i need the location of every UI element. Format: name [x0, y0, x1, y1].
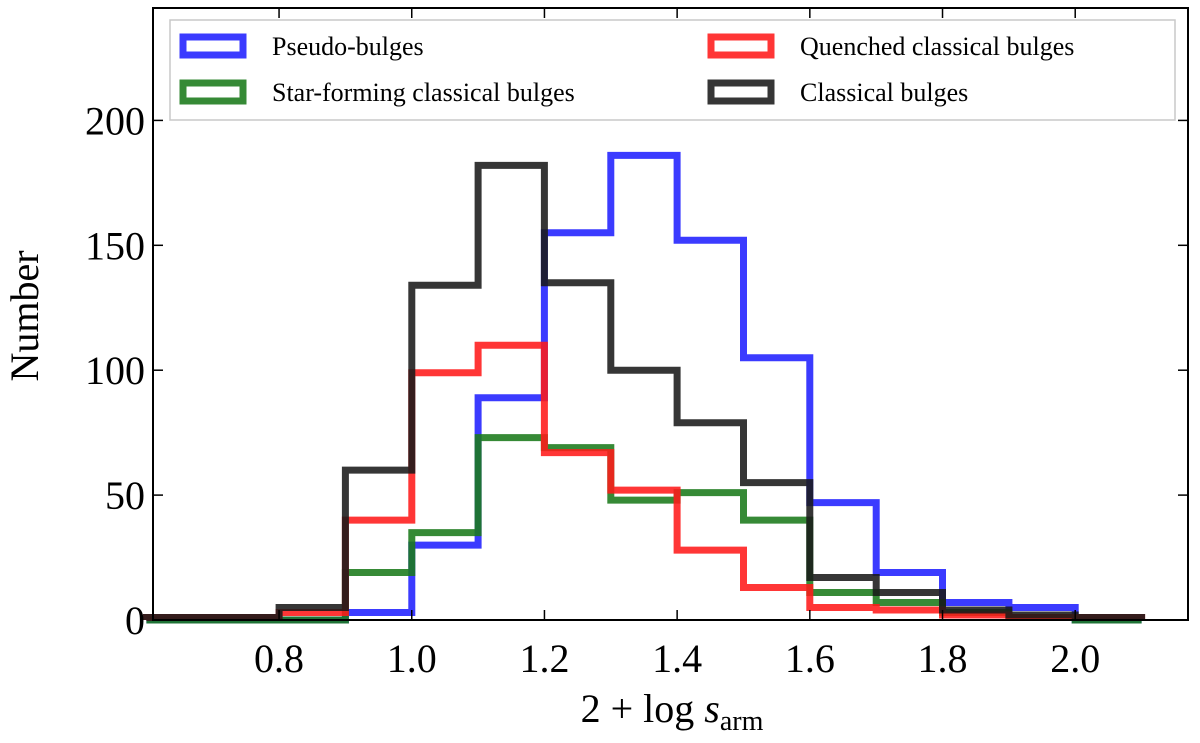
- x-axis-label: 2 + log sarm: [581, 686, 764, 737]
- legend-box: [169, 19, 1176, 121]
- legend-swatch-pseudo-bulges: [179, 33, 247, 59]
- x-axis-label-prefix: 2 + log: [581, 686, 705, 731]
- y-tick-label: 200: [85, 98, 145, 143]
- legend-swatch-classical: [707, 79, 775, 105]
- ticks-layer: 0.8 1.0 1.2 1.4 1.6 1.8 2.0 0 50 100 150 200: [85, 8, 1188, 681]
- x-tick-label: 1.8: [918, 636, 968, 681]
- y-tick-label: 150: [85, 223, 145, 268]
- x-tick-label: 1.0: [387, 636, 437, 681]
- legend-label-classical: Classical bulges: [800, 78, 968, 107]
- x-tick-label: 1.4: [652, 636, 702, 681]
- series-layer: [142, 151, 1146, 624]
- y-tick-label: 0: [125, 598, 145, 643]
- legend-swatch-quenched: [707, 33, 775, 59]
- x-axis-label-sub: arm: [720, 706, 764, 737]
- legend-label-pseudo-bulges: Pseudo-bulges: [272, 32, 424, 61]
- x-tick-label: 2.0: [1050, 636, 1100, 681]
- y-axis-label: Number: [2, 250, 47, 381]
- plot-frame: [152, 7, 1189, 621]
- y-tick-label: 50: [105, 473, 145, 518]
- series-classical-bulges: [142, 161, 1146, 621]
- x-tick-label: 0.8: [254, 636, 304, 681]
- x-tick-label: 1.2: [519, 636, 569, 681]
- series-pseudo-bulges: [146, 151, 1142, 624]
- legend-label-star-forming: Star-forming classical bulges: [272, 78, 575, 107]
- legend-label-quenched: Quenched classical bulges: [800, 32, 1074, 61]
- x-axis-label-var: s: [704, 686, 720, 731]
- series-star-forming-classical-bulges: [146, 434, 1142, 624]
- legend: Pseudo-bulges Star-forming classical bul…: [169, 19, 1176, 121]
- legend-swatch-star-forming: [179, 79, 247, 105]
- y-tick-label: 100: [85, 348, 145, 393]
- x-tick-label: 1.6: [785, 636, 835, 681]
- series-quenched-classical-bulges: [142, 341, 1146, 621]
